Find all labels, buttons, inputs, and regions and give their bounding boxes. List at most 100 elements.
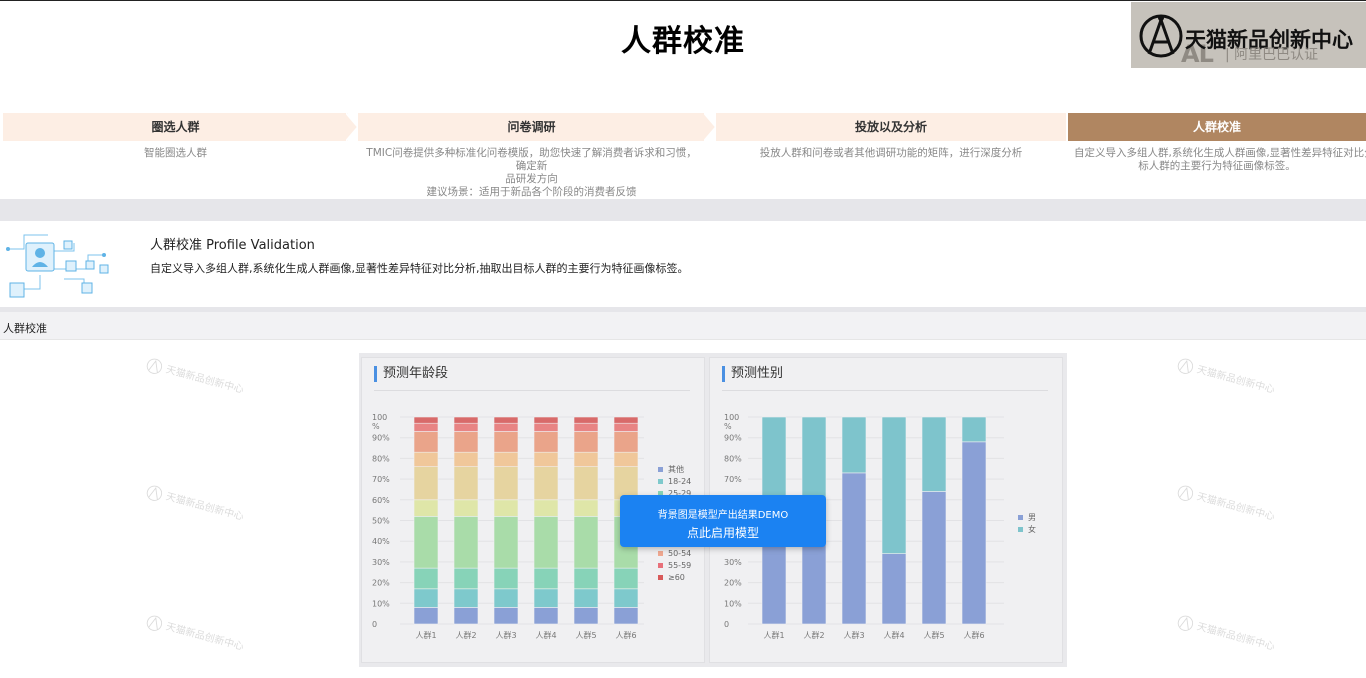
y-tick-label: 100 [724, 413, 739, 422]
legend-label: 其他 [668, 464, 684, 474]
bar-segment [613, 431, 639, 453]
watermark-logo-icon [146, 615, 163, 631]
step-analysis[interactable]: 投放以及分析 投放人群和问卷或者其他调研功能的矩阵，进行深度分析 [716, 113, 1066, 199]
bar-segment [573, 466, 599, 501]
bar-segment [573, 567, 599, 590]
intro-card: 人群校准 Profile Validation 自定义导入多组人群,系统化生成人… [0, 221, 1366, 307]
legend-label: 50-54 [668, 549, 691, 558]
x-tick-label: 人群3 [495, 630, 516, 640]
x-tick-label: 人群6 [615, 630, 636, 640]
chart-title: 预测年龄段 [374, 366, 448, 382]
step-desc-line: 标人群的主要行为特征画像标签。 [1138, 160, 1296, 172]
bar-segment [493, 516, 519, 569]
y-tick-label: 20% [724, 579, 742, 588]
y-tick-label: 0 [724, 620, 729, 629]
legend-swatch [1018, 527, 1023, 532]
bar-segment [453, 451, 479, 467]
x-tick-label: 人群5 [923, 630, 944, 640]
bar-segment [613, 422, 639, 432]
watermark-text: 天猫新品创新中心 [164, 491, 245, 523]
watermark: 天猫新品创新中心 [143, 612, 245, 656]
x-tick-label: 人群6 [963, 630, 984, 640]
y-tick-label: 90% [372, 434, 390, 443]
y-tick-label: 60% [372, 496, 390, 505]
step-title: 问卷调研 [358, 113, 705, 141]
bar-segment [841, 472, 867, 625]
bar-segment [453, 499, 479, 517]
y-tick-label: 40% [372, 537, 390, 546]
logo-mark-icon [1139, 14, 1183, 58]
y-tick-label: 30% [372, 558, 390, 567]
bar-segment [573, 431, 599, 453]
bar-segment [453, 567, 479, 590]
bar-segment [573, 607, 599, 625]
bar-segment [493, 588, 519, 608]
bar-segment [613, 607, 639, 625]
y-tick-label: 10% [372, 599, 390, 608]
step-desc: 自定义导入多组人群,系统化生成人群画像,显著性差异特征对比分 标人群的主要行为特… [1068, 141, 1366, 173]
y-tick-label: 70% [372, 475, 390, 484]
watermark: 天猫新品创新中心 [143, 355, 245, 399]
legend-label: ≥60 [668, 573, 685, 582]
x-tick-label: 人群3 [843, 630, 864, 640]
bar-segment [573, 499, 599, 517]
x-tick-label: 人群5 [575, 630, 596, 640]
watermark-text: 天猫新品创新中心 [1195, 491, 1276, 523]
bar-segment [881, 416, 907, 554]
legend-label: 男 [1028, 513, 1036, 522]
step-title: 人群校准 [1068, 113, 1366, 141]
step-desc-line: 建议场景：适用于新品各个阶段的消费者反馈 [426, 186, 637, 198]
bar-segment [413, 431, 439, 453]
bar-segment [533, 431, 559, 453]
watermark-logo-icon [146, 485, 163, 501]
bar-segment [493, 567, 519, 590]
bar-segment [573, 416, 599, 424]
y-tick-label: 30% [724, 558, 742, 567]
watermark-text: 天猫新品创新中心 [1195, 621, 1276, 653]
logo-main-text: 天猫新品创新中心 [1185, 28, 1353, 52]
bar-segment [921, 491, 947, 625]
enable-model-button[interactable]: 背景图是模型产出结果DEMO 点此启用模型 [620, 495, 826, 547]
bar-segment [533, 588, 559, 608]
bar-segment [453, 416, 479, 424]
bar-segment [453, 588, 479, 608]
legend-swatch [658, 563, 663, 568]
watermark: 天猫新品创新中心 [1174, 482, 1276, 526]
bar-segment [533, 451, 559, 467]
legend-swatch [658, 551, 663, 556]
step-desc-line: 自定义导入多组人群,系统化生成人群画像,显著性差异特征对比分 [1074, 147, 1366, 159]
bar-segment [413, 451, 439, 467]
bar-segment [613, 451, 639, 467]
legend-swatch [1018, 515, 1023, 520]
bar-segment [533, 607, 559, 625]
y-tick-label: 10% [724, 599, 742, 608]
step-calibration[interactable]: 人群校准 自定义导入多组人群,系统化生成人群画像,显著性差异特征对比分 标人群的… [1068, 113, 1366, 199]
bar-segment [613, 588, 639, 608]
x-tick-label: 人群1 [763, 630, 784, 640]
watermark: 天猫新品创新中心 [143, 482, 245, 526]
step-survey[interactable]: 问卷调研 TMIC问卷提供多种标准化问卷模版，助您快速了解消费者诉求和习惯，确定… [358, 113, 705, 199]
x-tick-label: 人群4 [535, 630, 556, 640]
chart-title: 预测性别 [722, 366, 783, 382]
bar-segment [841, 416, 867, 474]
watermark-text: 天猫新品创新中心 [164, 364, 245, 396]
bar-segment [413, 607, 439, 625]
x-tick-label: 人群2 [455, 630, 476, 640]
bar-segment [413, 567, 439, 590]
divider-band [0, 199, 1366, 221]
step-select-crowd[interactable]: 圈选人群 智能圈选人群 [3, 113, 348, 199]
step-desc-line: 品研发方向 [505, 173, 558, 185]
bar-segment [413, 499, 439, 517]
x-tick-label: 人群4 [883, 630, 904, 640]
bar-segment [881, 553, 907, 625]
top-border [0, 0, 1366, 1]
legend-swatch [658, 479, 663, 484]
step-desc: 投放人群和问卷或者其他调研功能的矩阵，进行深度分析 [716, 141, 1066, 160]
legend-label: 女 [1028, 524, 1036, 534]
user-network-icon [6, 234, 109, 298]
workflow-steps: 圈选人群 智能圈选人群 问卷调研 TMIC问卷提供多种标准化问卷模版，助您快速了… [0, 113, 1366, 199]
x-tick-label: 人群2 [803, 630, 824, 640]
bar-segment [961, 416, 987, 443]
bar-segment [493, 499, 519, 517]
bar-segment [613, 416, 639, 424]
